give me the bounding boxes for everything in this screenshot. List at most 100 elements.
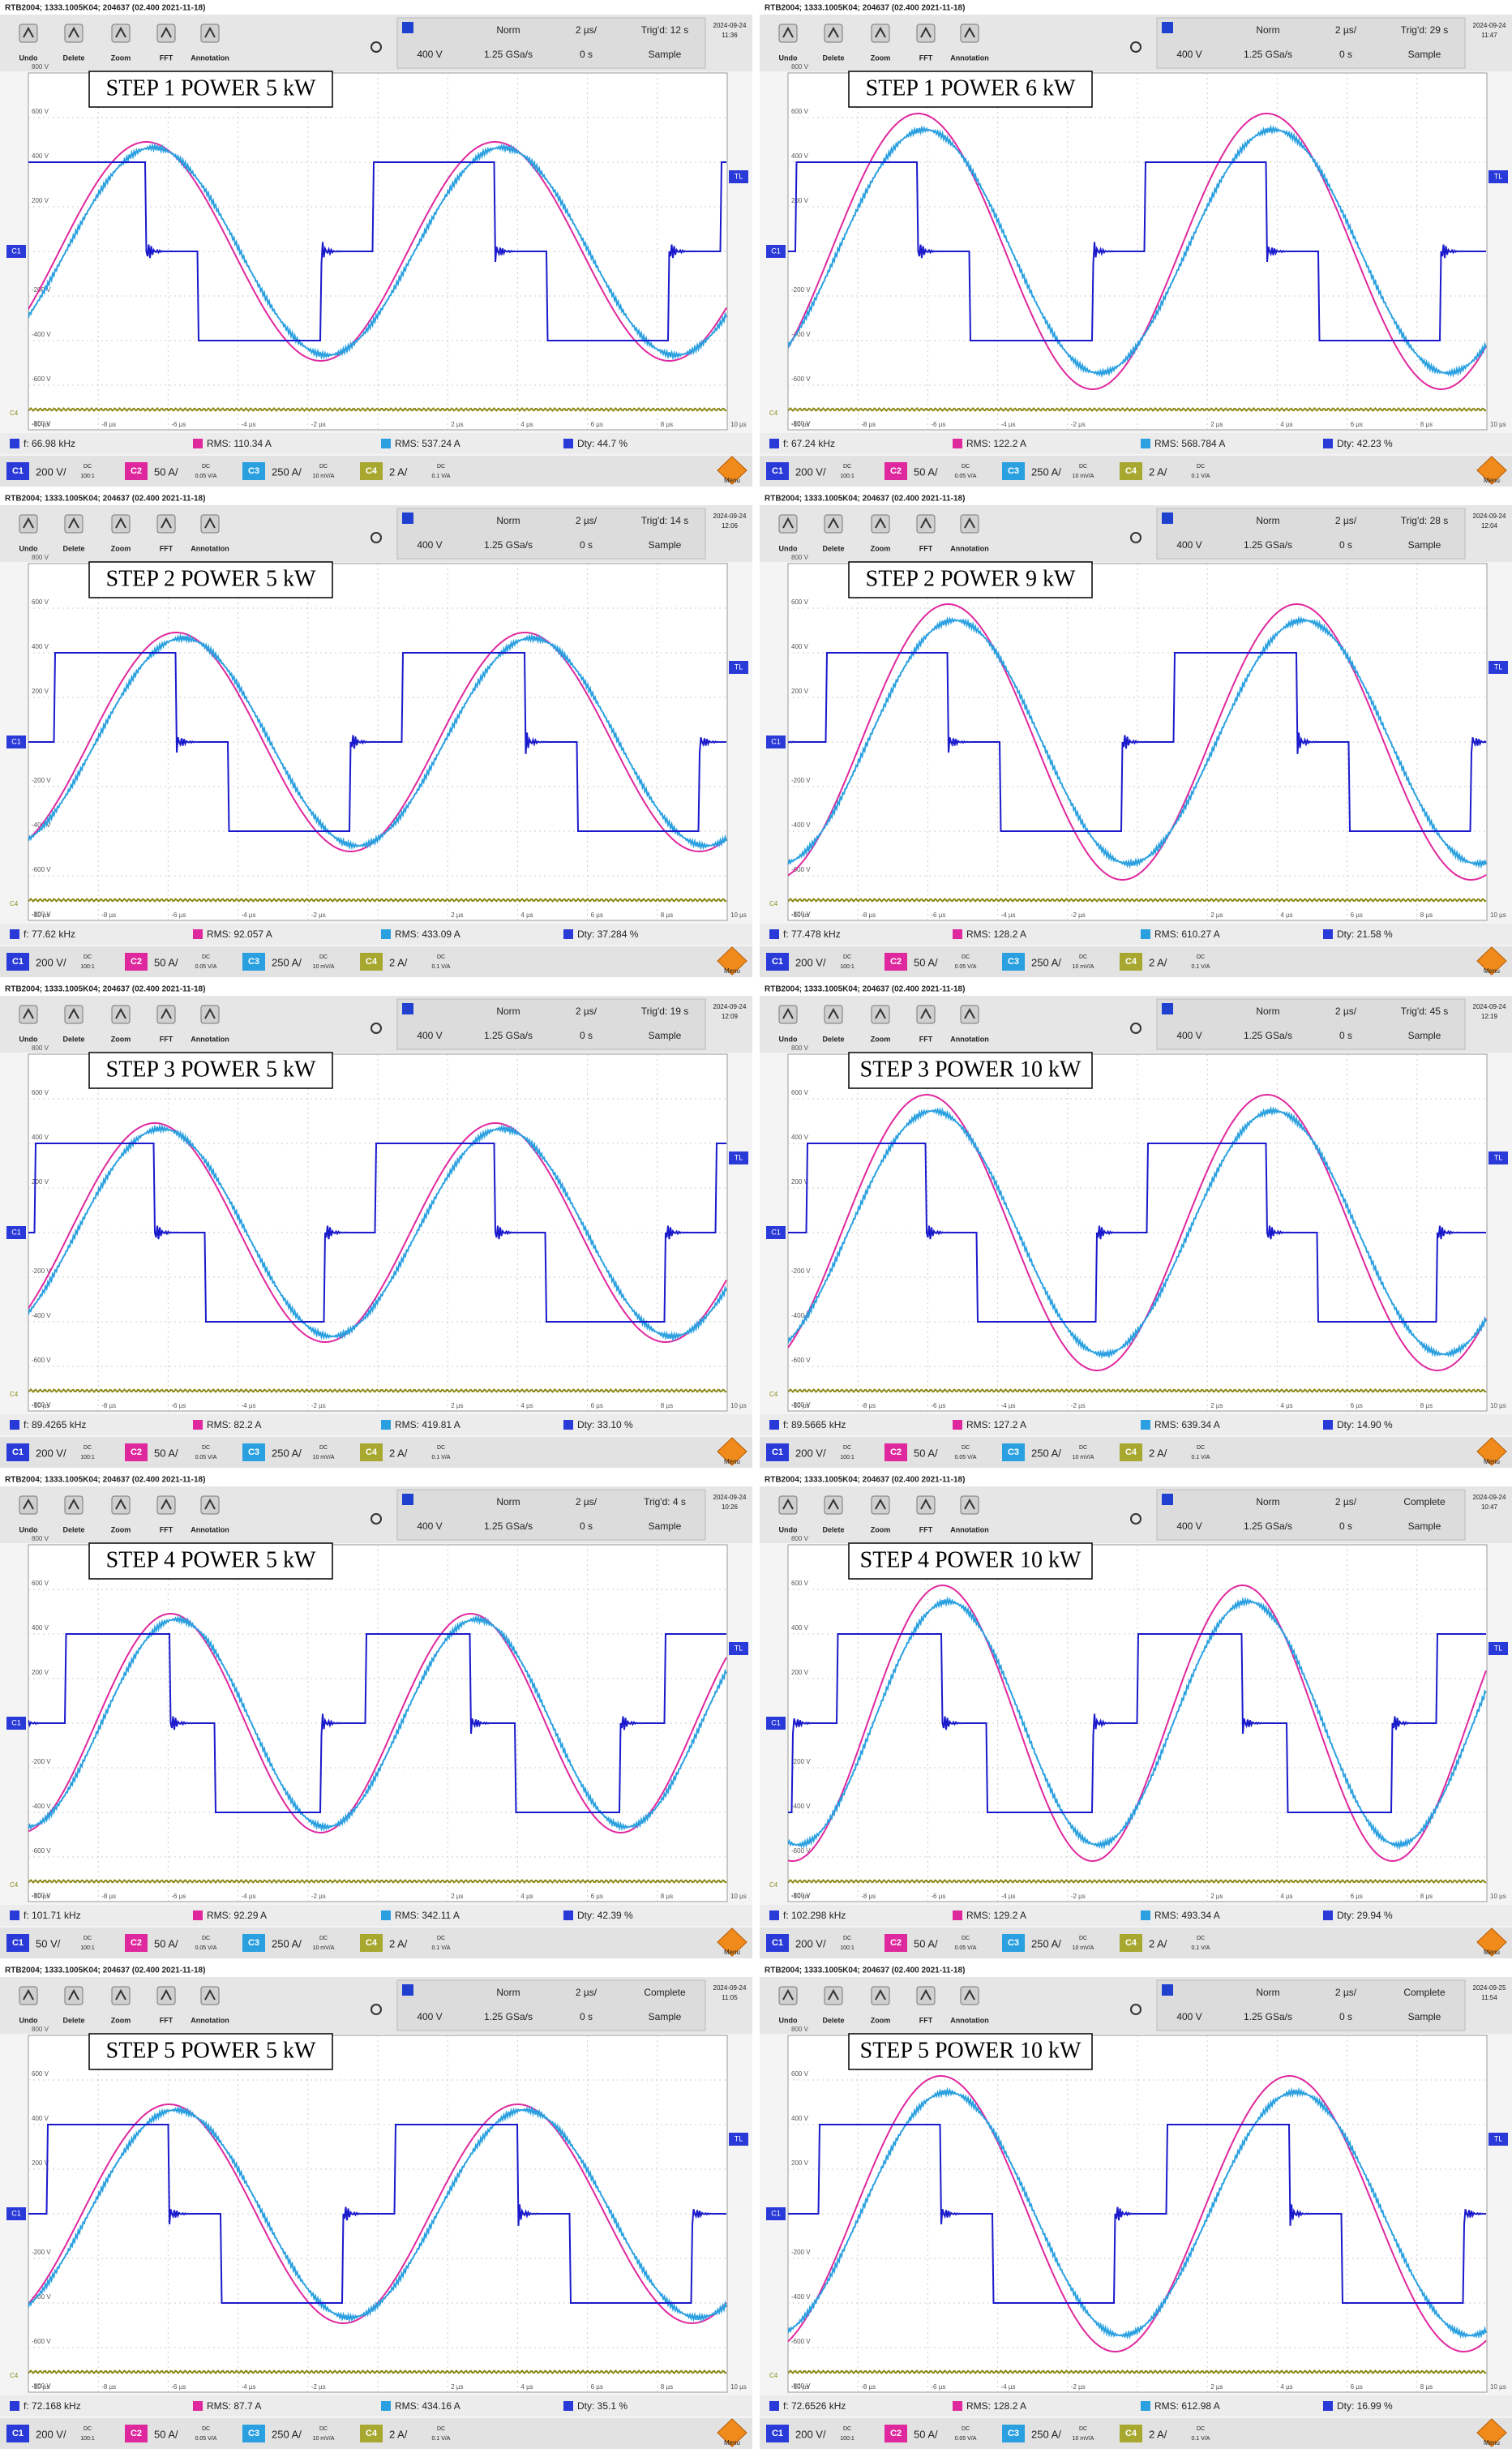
x-grid-label: 2 µs [451, 421, 463, 428]
y-grid-label: -400 V [791, 821, 811, 829]
run-indicator [371, 1023, 382, 1034]
y-grid-label: -200 V [32, 286, 51, 294]
menu-label[interactable]: Menu [1484, 967, 1500, 975]
channel-probe: 0.1 V/A [1192, 964, 1210, 970]
tool-glyph [828, 1988, 839, 2001]
x-grid-label: -8 µs [861, 421, 876, 428]
x-grid-label: -6 µs [171, 2383, 186, 2391]
channel-name: C4 [366, 957, 378, 967]
measurement: RMS: 122.2 A [966, 438, 1026, 449]
tool-icon [111, 24, 131, 43]
x-grid-label: -4 µs [1001, 911, 1016, 919]
scope-screenshot: RTB2004; 1333.1005K04; 204637 (02.400 20… [0, 491, 752, 977]
trigger-panel [396, 998, 706, 1050]
measurement: RMS: 419.81 A [395, 1419, 460, 1430]
trace-c1 [28, 2124, 726, 2304]
menu-label[interactable]: Menu [1484, 2439, 1500, 2447]
tl-marker [729, 2133, 748, 2146]
channel-name: C1 [772, 466, 783, 476]
channel-badge [1002, 1443, 1025, 1461]
menu-label[interactable]: Menu [1484, 1458, 1500, 1465]
x-grid-label: -2 µs [311, 1893, 326, 1900]
channel-coupling: DC [1197, 2426, 1205, 2432]
menu-label[interactable]: Menu [724, 2439, 740, 2447]
tool-label: Delete [62, 1525, 84, 1533]
trace-c4 [788, 407, 1487, 412]
channel-name: C4 [1125, 466, 1137, 476]
scope-screenshot: RTB2004; 1333.1005K04; 204637 (02.400 20… [760, 491, 1512, 977]
x-grid-label: 6 µs [591, 2383, 603, 2391]
x-grid-label: 10 µs [1490, 421, 1506, 428]
menu-label[interactable]: Menu [724, 967, 740, 975]
channel-coupling: DC [1079, 1936, 1087, 1941]
timebase: 2 µs/ [576, 1006, 598, 1017]
tl-marker [729, 661, 748, 674]
sample-rate: 1.25 GSa/s [484, 1520, 533, 1532]
header-text: RTB2004; 1333.1005K04; 204637 (02.400 20… [765, 985, 965, 994]
trigger-status: Trig'd: 28 s [1401, 515, 1449, 526]
tool-label: Annotation [950, 544, 989, 552]
menu-label[interactable]: Menu [724, 1458, 740, 1465]
channel-probe: 0.05 V/A [955, 1455, 977, 1460]
y-grid-label: -200 V [791, 1758, 811, 1765]
y-grid-label: -600 V [32, 1847, 51, 1855]
trigger-status: Trig'd: 19 s [641, 1006, 689, 1017]
tool-label: Delete [62, 2016, 84, 2024]
tool-icon [960, 1986, 979, 2005]
trace-c3 [788, 124, 1487, 379]
time: 12:04 [1481, 522, 1498, 530]
y-grid-label: 400 V [32, 152, 49, 160]
channel-probe: 10 mV/A [1073, 474, 1094, 479]
tool-glyph [828, 1498, 839, 1510]
header-bar [0, 1962, 752, 1977]
menu-label[interactable]: Menu [1484, 1949, 1500, 1956]
time-offset: 0 s [1339, 539, 1352, 551]
tl-marker-label: TL [735, 663, 743, 671]
channel-coupling: DC [319, 954, 328, 960]
trace-c2 [28, 1613, 727, 1833]
trigger-src-icon [402, 1003, 413, 1014]
trigger-status: Complete [1403, 1987, 1446, 1998]
measurement: RMS: 493.34 A [1154, 1910, 1220, 1921]
date: 2024-09-24 [1473, 1494, 1506, 1501]
trace-c1 [28, 161, 726, 341]
x-grid-label: -8 µs [861, 911, 876, 919]
trace-c1 [28, 1633, 726, 1813]
channel-scale: 2 A/ [1149, 956, 1167, 968]
trigger-level: 400 V [417, 2011, 442, 2022]
y-grid-label: 800 V [32, 2026, 49, 2033]
measurement-bar [0, 1414, 752, 1435]
channel-coupling: DC [1079, 2426, 1087, 2432]
trace-c1 [788, 161, 1486, 341]
x-grid-label: 8 µs [661, 2383, 673, 2391]
trace-c4 [28, 2369, 727, 2374]
channel-badge [360, 953, 383, 971]
trace-c2 [788, 2075, 1487, 2352]
tool-glyph [115, 1988, 126, 2001]
channel-scale: 200 V/ [36, 1447, 66, 1459]
header-text: RTB2004; 1333.1005K04; 204637 (02.400 20… [765, 4, 965, 13]
channel-coupling: DC [202, 1445, 210, 1451]
menu-label[interactable]: Menu [724, 477, 740, 484]
tool-label: Delete [822, 1035, 844, 1043]
x-grid-label: -6 µs [931, 421, 945, 428]
tool-label: Zoom [871, 54, 891, 62]
x-grid-label: -4 µs [242, 1402, 256, 1409]
menu-label[interactable]: Menu [1484, 477, 1500, 484]
tool-label: Undo [19, 54, 38, 62]
trigger-status: Trig'd: 14 s [641, 515, 689, 526]
y-grid-label: -600 V [791, 1357, 811, 1364]
measurement: f: 77.62 kHz [24, 928, 75, 940]
channel-name: C4 [366, 1938, 378, 1948]
tool-glyph [68, 1988, 79, 2001]
measurement-channel-icon [953, 2401, 962, 2411]
x-grid-label: -2 µs [311, 2383, 326, 2391]
y-grid-label: 400 V [32, 643, 49, 650]
menu-label[interactable]: Menu [724, 1949, 740, 1956]
x-grid-label: -10 µs [32, 421, 49, 428]
y-grid-label: 400 V [32, 1134, 49, 1141]
tool-icon [19, 1495, 38, 1515]
tool-icon [111, 1986, 131, 2005]
channel-name: C2 [890, 466, 902, 476]
tool-icon [778, 1005, 798, 1024]
